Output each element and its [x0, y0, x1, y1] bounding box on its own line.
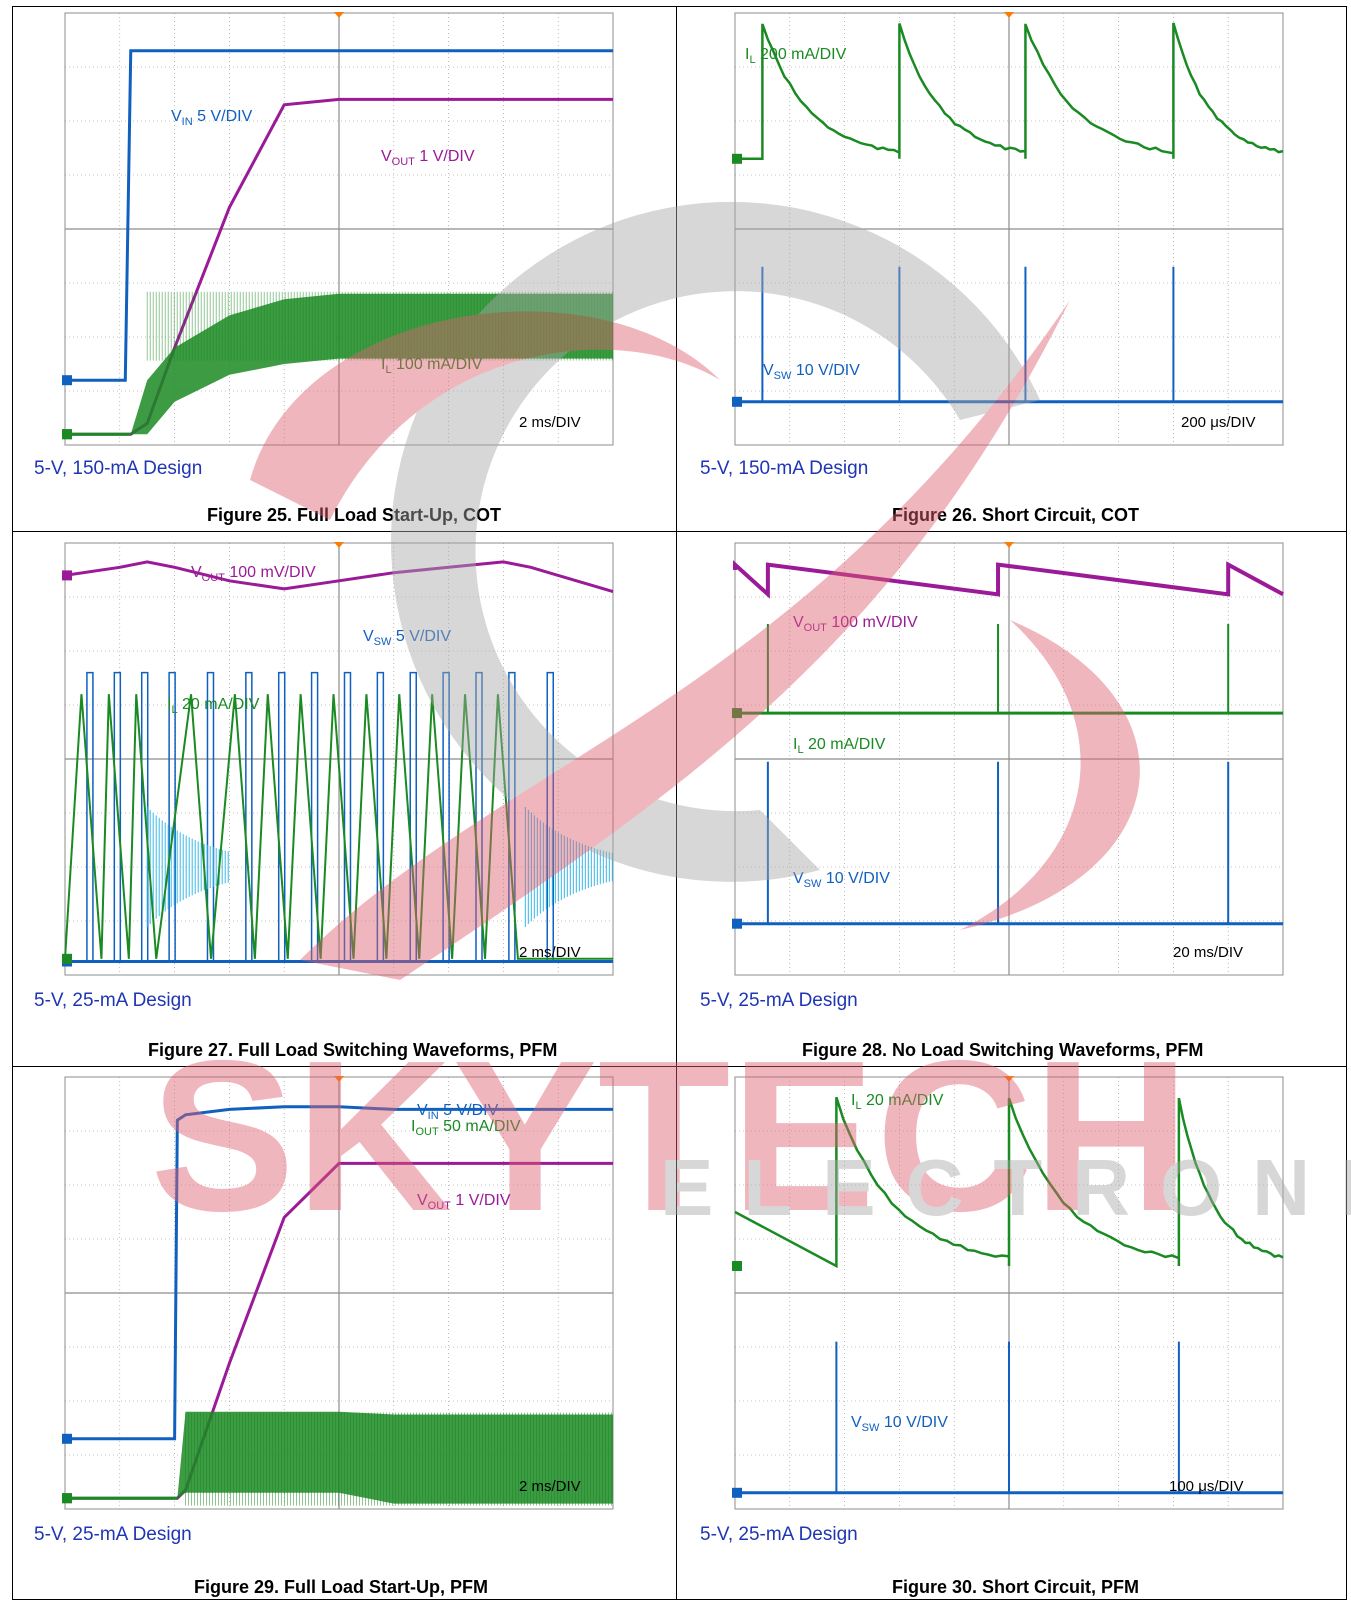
trigger-marker [334, 1076, 344, 1082]
channel-ground-marker [62, 375, 72, 386]
timebase-label: 20 ms/DIV [1173, 944, 1243, 961]
series-vin-label: VIN 5 V/DIV [417, 1102, 499, 1122]
series-il-label: IL 20 mA/DIV [851, 1092, 944, 1112]
figure-30-scope-plot: IL 20 mA/DIV VSW 10 V/DIV 100 μs/DIV [732, 1076, 1286, 1510]
scope-svg: IL 20 mA/DIV VSW 10 V/DIV 100 μs/DIV [732, 1076, 1284, 1510]
series-vin-trace [65, 49, 613, 382]
series-iout-label: IOUT 50 mA/DIV [411, 1118, 521, 1138]
scope-grid [734, 12, 1284, 446]
series-il-label: IL 20 mA/DIV [167, 696, 260, 716]
figure-30-caption: Figure 30. Short Circuit, PFM [892, 1577, 1140, 1597]
series-il-trace [734, 1096, 1284, 1269]
figure-30-design-label: 5-V, 25-mA Design [700, 1524, 858, 1545]
scope-svg: VIN 5 V/DIV VOUT 1 V/DIV IOUT 50 mA/DIV 2 m… [62, 1076, 614, 1510]
series-vout-label: VOUT 100 mV/DIV [793, 614, 918, 634]
series-il-trace [64, 694, 613, 960]
series-vsw-label: VSW 10 V/DIV [851, 1414, 948, 1434]
channel-ground-marker [732, 1487, 742, 1498]
table-divider-vertical [676, 6, 677, 1600]
figure-25-caption: Figure 25. Full Load Start-Up, COT [207, 505, 502, 525]
series-il-label: IL 20 mA/DIV [793, 736, 886, 756]
series-vout-label: VOUT 1 V/DIV [381, 148, 475, 168]
series-il-trace [735, 624, 1283, 715]
table-border-left [12, 6, 13, 1600]
channel-ground-marker [732, 396, 742, 407]
channel-ground-marker [62, 1433, 72, 1444]
figure-29-design-label: 5-V, 25-mA Design [34, 1524, 192, 1545]
series-il-label: IL 100 mA/DIV [381, 356, 483, 376]
table-border-bottom [12, 1599, 1347, 1600]
trigger-marker [334, 12, 344, 18]
series-vin-trace [65, 1105, 613, 1441]
trigger-marker [334, 542, 344, 548]
series-il-label: IL 200 mA/DIV [745, 46, 847, 66]
channel-ground-marker [732, 153, 742, 164]
scope-svg: VIN 5 V/DIV VOUT 1 V/DIV IL 100 mA/DIV 2 ms… [62, 12, 614, 446]
series-iout-trace [65, 1411, 613, 1506]
table-border-right [1346, 6, 1347, 1600]
figure-27-caption: Figure 27. Full Load Switching Waveforms… [148, 1040, 558, 1060]
channel-ground-marker [62, 570, 72, 581]
scope-svg: VOUT 100 mV/DIV VSW 5 V/DIV IL 20 mA/DIV 2 … [62, 542, 614, 976]
scope-svg: VOUT 100 mV/DIV IL 20 mA/DIV VSW 10 V/DIV 2… [732, 542, 1284, 976]
series-vsw-trace [735, 761, 1283, 926]
timebase-label: 2 ms/DIV [519, 944, 581, 961]
figure-29-caption: Figure 29. Full Load Start-Up, PFM [194, 1577, 489, 1597]
table-divider-row2 [12, 1066, 1347, 1067]
channel-ground-marker [62, 429, 72, 440]
channel-ground-marker [62, 1493, 72, 1504]
trigger-marker [1004, 12, 1014, 18]
figure-25-scope-plot: VIN 5 V/DIV VOUT 1 V/DIV IL 100 mA/DIV 2 ms… [62, 12, 616, 446]
series-vsw-label: VSW 10 V/DIV [763, 362, 860, 382]
figure-29-scope-plot: VIN 5 V/DIV VOUT 1 V/DIV IOUT 50 mA/DIV 2 m… [62, 1076, 616, 1510]
series-vsw-trace [735, 1341, 1283, 1495]
series-vout-label: VOUT 1 V/DIV [417, 1192, 511, 1212]
figure-28-caption: Figure 28. No Load Switching Waveforms, … [802, 1040, 1204, 1060]
timebase-label: 2 ms/DIV [519, 414, 581, 431]
figure-26-caption: Figure 26. Short Circuit, COT [892, 505, 1140, 525]
channel-ground-marker [732, 1261, 742, 1271]
channel-ground-marker [62, 953, 72, 964]
scope-svg: IL 200 mA/DIV VSW 10 V/DIV 200 μs/DIV [732, 12, 1284, 446]
figure-26-design-label: 5-V, 150-mA Design [700, 458, 869, 479]
trigger-marker [1004, 542, 1014, 548]
series-vout-label: VOUT 100 mV/DIV [191, 564, 316, 584]
scope-grid [64, 12, 614, 446]
figure-27-design-label: 5-V, 25-mA Design [34, 990, 192, 1011]
series-vout-trace [64, 560, 614, 594]
series-vsw-label: VSW 10 V/DIV [793, 870, 890, 890]
series-vout-trace [733, 560, 1284, 599]
series-vin-label: VIN 5 V/DIV [171, 108, 253, 128]
channel-ground-marker [732, 918, 742, 929]
series-il-trace [65, 291, 613, 436]
figure-25-design-label: 5-V, 150-mA Design [34, 458, 203, 479]
timebase-label: 200 μs/DIV [1181, 414, 1256, 431]
table-divider-row1 [12, 531, 1347, 532]
figure-28-design-label: 5-V, 25-mA Design [700, 990, 858, 1011]
timebase-label: 100 μs/DIV [1169, 1478, 1244, 1495]
table-border-top [12, 6, 1347, 7]
series-vsw-trace [735, 266, 1283, 404]
series-vsw-label: VSW 5 V/DIV [363, 628, 451, 648]
figure-26-scope-plot: IL 200 mA/DIV VSW 10 V/DIV 200 μs/DIV [732, 12, 1286, 446]
series-vsw-trace [65, 671, 613, 963]
figure-28-scope-plot: VOUT 100 mV/DIV IL 20 mA/DIV VSW 10 V/DIV 2… [732, 542, 1286, 976]
channel-ground-marker [732, 708, 742, 719]
series-il-trace [735, 22, 1284, 161]
scope-grid [734, 542, 1284, 976]
trigger-marker [1004, 1076, 1014, 1082]
figure-27-scope-plot: VOUT 100 mV/DIV VSW 5 V/DIV IL 20 mA/DIV 2 … [62, 542, 616, 976]
timebase-label: 2 ms/DIV [519, 1478, 581, 1495]
